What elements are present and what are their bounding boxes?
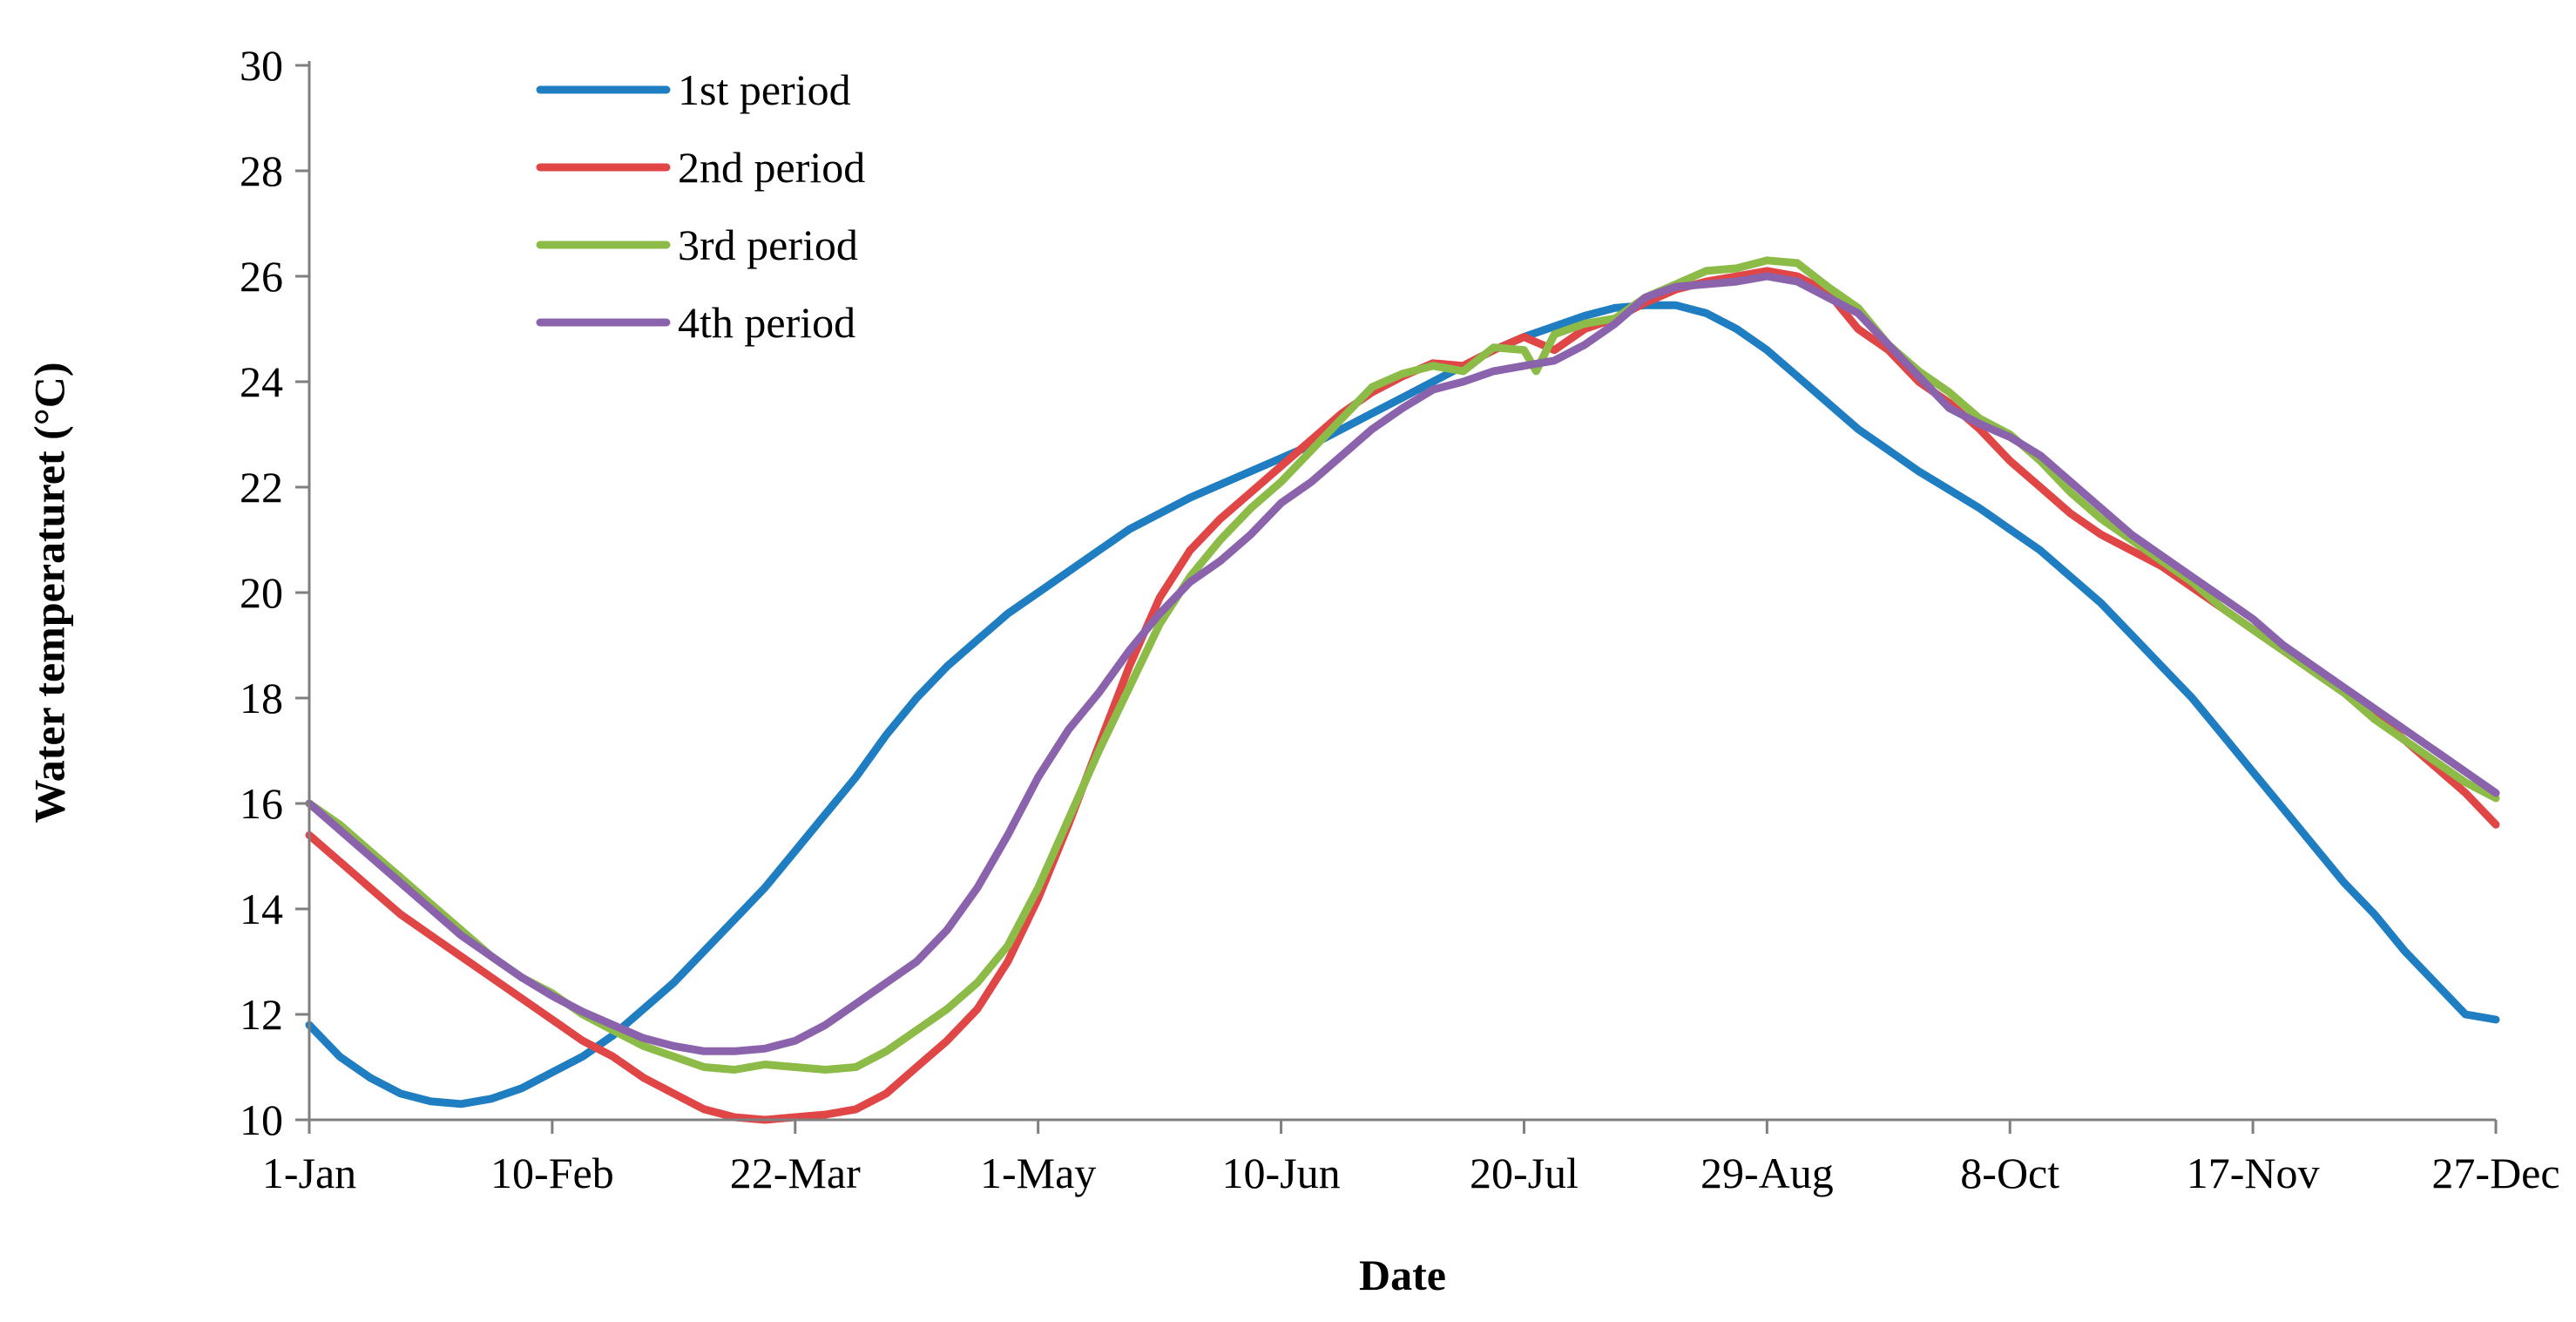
x-tick-label: 29-Aug bbox=[1700, 1149, 1834, 1197]
x-tick-label: 17-Nov bbox=[2187, 1149, 2320, 1197]
x-tick-label: 10-Feb bbox=[490, 1149, 614, 1197]
x-tick-label: 27-Dec bbox=[2431, 1149, 2559, 1197]
x-tick-label: 10-Jun bbox=[1222, 1149, 1341, 1197]
y-tick-label: 30 bbox=[240, 41, 283, 90]
y-tick-label: 20 bbox=[240, 568, 283, 617]
y-tick-label: 24 bbox=[240, 357, 283, 406]
series-line-3 bbox=[305, 256, 2500, 1074]
y-axis-title: Water temperaturet (°C) bbox=[24, 362, 73, 823]
x-axis-title: Date bbox=[1359, 1251, 1446, 1299]
series-line-4 bbox=[305, 272, 2500, 1055]
plot-series-group bbox=[305, 256, 2500, 1124]
x-tick-label: 1-May bbox=[980, 1149, 1096, 1197]
x-tick-label: 20-Jul bbox=[1470, 1149, 1579, 1197]
legend-label: 3rd period bbox=[678, 220, 858, 269]
series-line-1 bbox=[305, 301, 2500, 1108]
y-tick-label: 18 bbox=[240, 674, 283, 722]
x-tick-label: 1-Jan bbox=[262, 1149, 356, 1197]
y-tick-label: 12 bbox=[240, 990, 283, 1039]
y-tick-label: 10 bbox=[240, 1095, 283, 1144]
legend-label: 1st period bbox=[678, 65, 851, 114]
y-tick-label: 26 bbox=[240, 252, 283, 301]
y-tick-label: 16 bbox=[240, 779, 283, 828]
x-tick-label: 22-Mar bbox=[730, 1149, 861, 1197]
legend-label: 4th period bbox=[678, 298, 855, 347]
y-tick-label: 28 bbox=[240, 146, 283, 195]
legend-label: 2nd period bbox=[678, 143, 865, 192]
legend: 1st period 2nd period 3rd period 4th period bbox=[536, 65, 865, 347]
y-tick-label: 22 bbox=[240, 463, 283, 512]
y-tick-label: 14 bbox=[240, 885, 283, 933]
axes-group: 10 12 14 16 18 20 22 24 26 28 30 1-Jan 10-Feb 22-Mar 1… bbox=[240, 41, 2560, 1197]
x-tick-label: 8-Oct bbox=[1960, 1149, 2059, 1197]
